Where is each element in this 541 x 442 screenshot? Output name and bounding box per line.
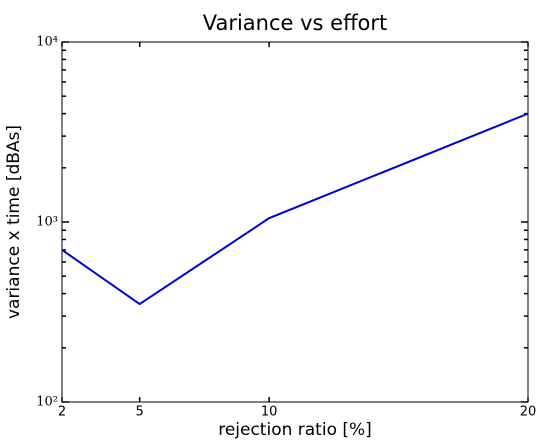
x-axis-label: rejection ratio [%] [218,420,372,440]
x-tick-label: 2 [58,405,66,420]
plot-frame [61,41,529,403]
y-tick-label: 10² [36,395,58,410]
x-tick-label: 20 [520,405,537,420]
line [61,112,529,306]
x-tick-label: 5 [136,405,144,420]
y-tick-label: 10³ [36,215,58,230]
x-tick-label: 10 [261,405,278,420]
y-axis-label: variance x time [dBAs] [4,125,24,319]
chart-title: Variance vs effort [203,11,388,35]
y-tick-label: 10⁴ [36,35,58,50]
